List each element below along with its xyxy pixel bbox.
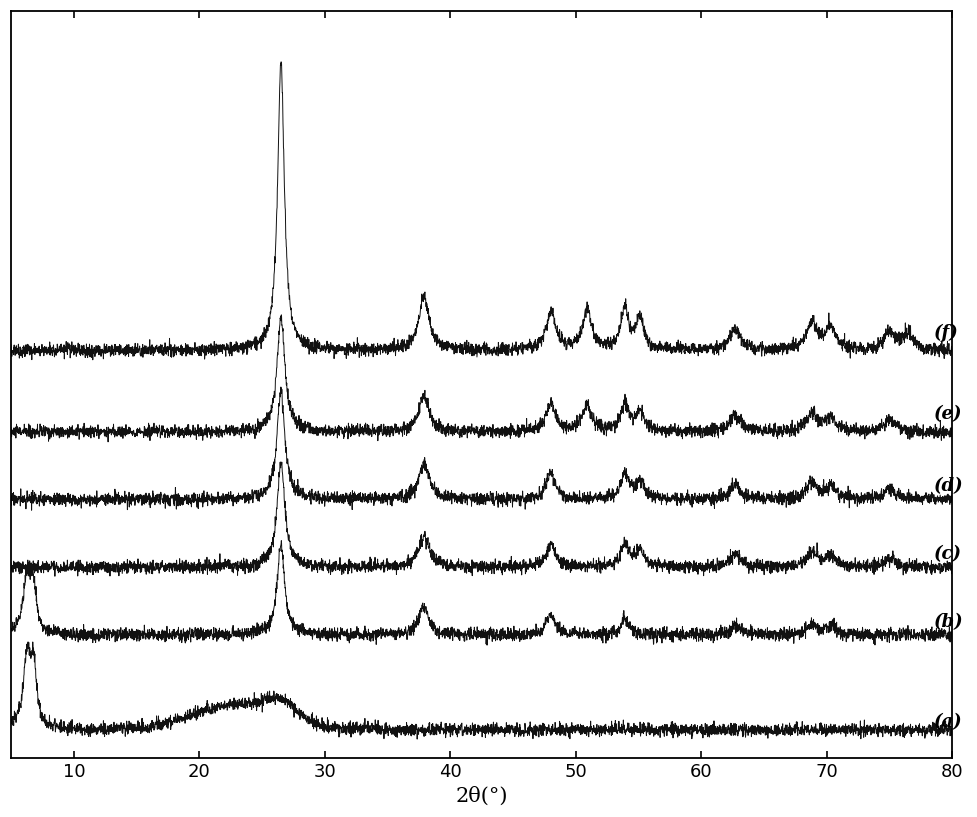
Text: (c): (c) xyxy=(933,546,960,564)
Text: (e): (e) xyxy=(933,405,961,423)
Text: (f): (f) xyxy=(933,324,957,342)
Text: (b): (b) xyxy=(933,614,962,632)
Text: (a): (a) xyxy=(933,713,961,731)
X-axis label: 2θ(°): 2θ(°) xyxy=(455,787,507,806)
Text: (d): (d) xyxy=(933,478,962,496)
